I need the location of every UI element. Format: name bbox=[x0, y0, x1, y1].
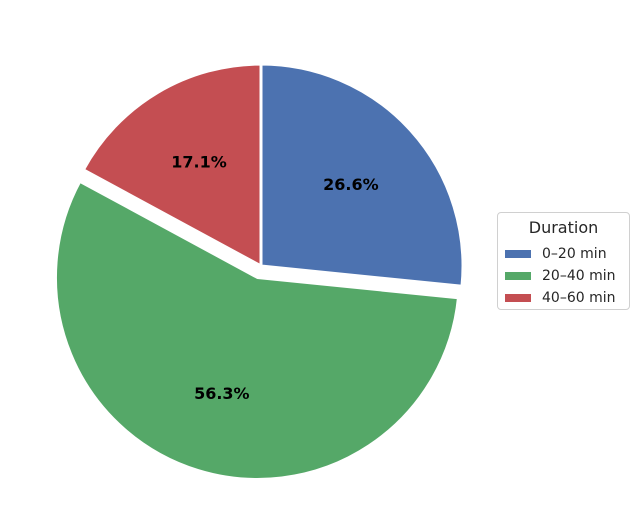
slice-0-20 bbox=[259, 62, 465, 288]
legend-label-0-20: 0–20 min bbox=[542, 246, 607, 262]
legend-title: Duration bbox=[528, 218, 599, 237]
legend-swatch-20-40 bbox=[504, 271, 532, 281]
slice-20-40 bbox=[54, 179, 460, 481]
legend-label-20-40: 20–40 min bbox=[542, 268, 616, 284]
label-0-20: 26.6% bbox=[323, 175, 379, 194]
legend-swatch-40-60 bbox=[504, 293, 532, 303]
label-20-40: 56.3% bbox=[194, 384, 250, 403]
legend-item-40-60: 40–60 min bbox=[504, 288, 615, 308]
slice-40-60 bbox=[81, 62, 263, 268]
legend-label-40-60: 40–60 min bbox=[542, 290, 616, 306]
label-40-60: 17.1% bbox=[171, 152, 227, 171]
legend-swatch-0-20 bbox=[504, 249, 532, 259]
legend-item-0-20: 0–20 min bbox=[504, 244, 607, 264]
legend: Duration 0–20 min 20–40 min 40–60 min bbox=[497, 212, 630, 310]
legend-item-20-40: 20–40 min bbox=[504, 266, 615, 286]
pie-slices bbox=[54, 62, 465, 481]
pie-labels: 26.6% 56.3% 17.1% bbox=[171, 152, 378, 402]
